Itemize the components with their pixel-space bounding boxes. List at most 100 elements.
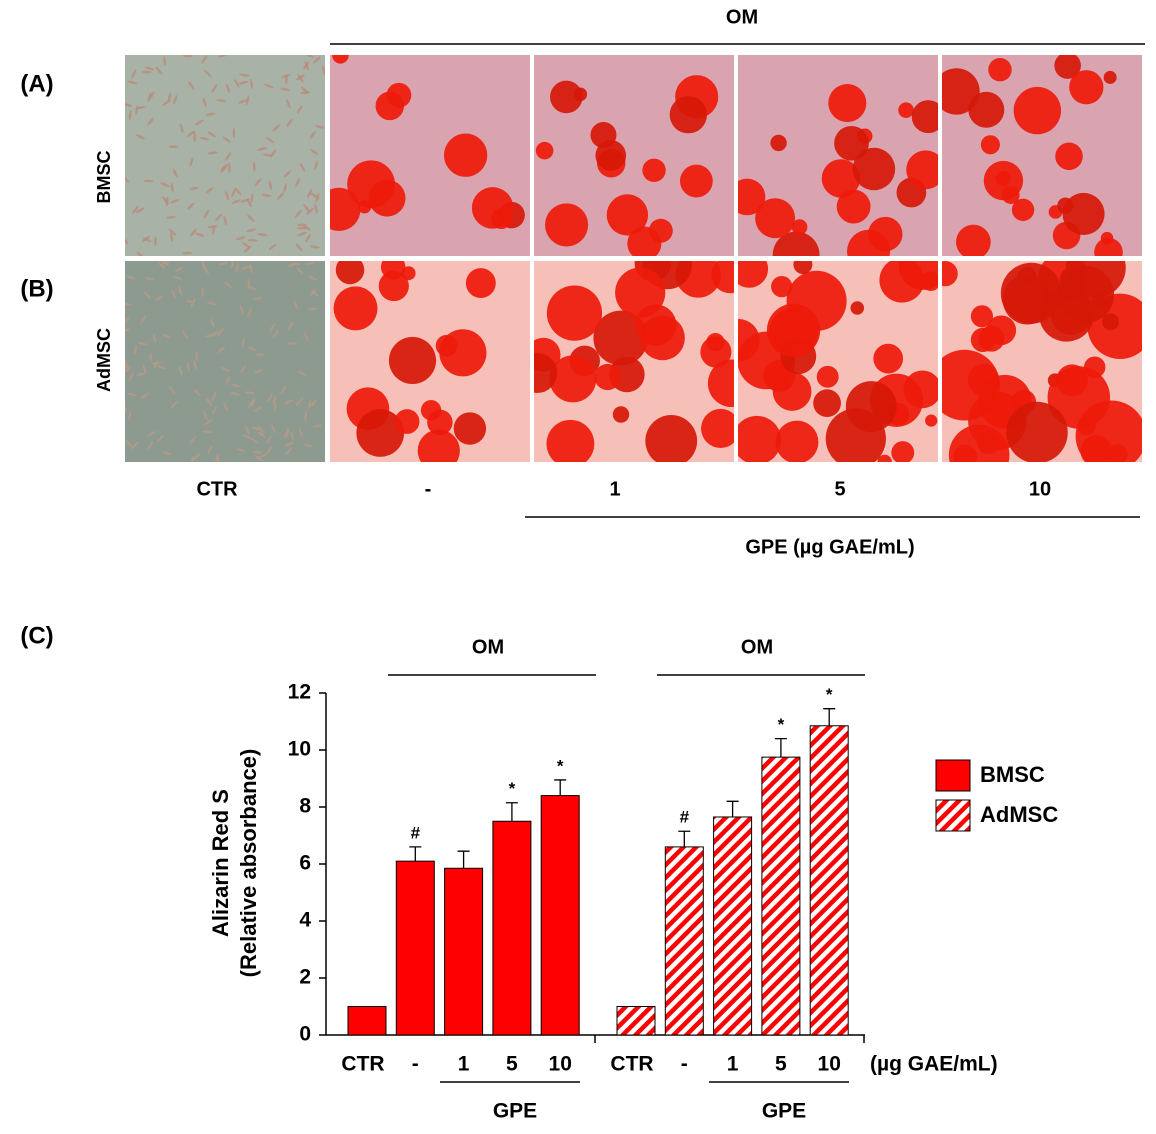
nodule: [766, 303, 821, 358]
cell: [253, 368, 263, 374]
nodule: [942, 68, 980, 115]
cell: [125, 440, 133, 448]
cell: [225, 191, 230, 201]
column-label: 5: [834, 478, 845, 500]
cell: [205, 397, 213, 406]
cell: [215, 213, 223, 222]
cell: [264, 83, 274, 89]
cell: [140, 392, 149, 399]
cell: [155, 66, 163, 75]
cell: [247, 214, 255, 222]
nodule: [988, 58, 1012, 82]
cell: [300, 86, 309, 94]
nodule: [793, 261, 813, 275]
cell: [193, 452, 201, 461]
nodule: [816, 365, 839, 388]
x-tick-label: 1: [458, 1053, 470, 1076]
nodule: [1001, 186, 1020, 204]
bar: [664, 846, 704, 1036]
background: [125, 55, 325, 256]
legend-swatch: [935, 799, 971, 832]
nodule: [435, 334, 458, 357]
cell: [225, 152, 232, 161]
cell: [170, 232, 174, 243]
cell: [321, 65, 325, 75]
cell: [144, 291, 152, 300]
cell: [182, 251, 193, 255]
cell: [202, 97, 207, 107]
cell: [303, 204, 310, 212]
cell: [187, 202, 195, 210]
cell: [295, 178, 300, 188]
nodule: [388, 336, 437, 385]
cell: [299, 162, 305, 172]
nodule: [956, 224, 991, 256]
cell: [296, 267, 304, 276]
cell: [250, 79, 253, 89]
cell: [286, 99, 291, 109]
cell: [167, 92, 172, 102]
cell: [128, 410, 132, 421]
nodule: [771, 275, 793, 298]
nodule: [970, 305, 994, 328]
cell: [207, 131, 217, 138]
cell: [125, 236, 129, 245]
cell: [287, 342, 298, 345]
cell: [245, 95, 250, 106]
cell: [160, 261, 171, 264]
cell: [315, 125, 325, 129]
cell: [295, 243, 303, 252]
footer: GPE (µg GAE/mL): [745, 536, 914, 558]
nodule: [879, 261, 925, 303]
cell: [126, 392, 137, 397]
cell: [308, 276, 318, 281]
cell: [287, 321, 294, 330]
cell: [173, 276, 183, 280]
cell: [285, 447, 293, 455]
nodule: [898, 102, 914, 118]
x-tick-label: 5: [506, 1053, 518, 1076]
cell: [250, 193, 254, 203]
nodule: [828, 84, 867, 123]
cell: [215, 454, 219, 462]
nodule: [546, 419, 595, 462]
cell: [222, 136, 231, 143]
cell: [141, 70, 152, 74]
cell: [225, 375, 231, 385]
cell: [157, 261, 166, 269]
cell: [125, 403, 128, 414]
cell: [201, 55, 208, 64]
cell: [157, 365, 167, 370]
nodule: [368, 179, 406, 217]
cell: [162, 196, 169, 205]
error-bar: [409, 846, 422, 862]
x-tick-label: 10: [549, 1053, 572, 1076]
cell: [247, 307, 252, 317]
cell: [195, 232, 205, 237]
cell: [240, 198, 250, 203]
cell: [190, 456, 194, 462]
cell: [152, 333, 156, 344]
nodule: [648, 218, 673, 243]
cell: [179, 123, 184, 134]
cell: [304, 55, 314, 58]
nodule: [948, 424, 1010, 462]
cell: [156, 434, 164, 443]
micrograph-content: [738, 55, 938, 256]
cell: [234, 187, 242, 196]
cell: [182, 331, 189, 340]
nodule: [755, 198, 796, 239]
cell: [297, 74, 304, 83]
y-axis-label: (Relative absorbance): [236, 749, 261, 978]
cell: [211, 330, 219, 338]
micrograph: [125, 55, 325, 256]
nodule: [986, 315, 1017, 346]
cell: [136, 251, 145, 256]
error-bar: [505, 802, 518, 822]
cell: [310, 399, 318, 407]
row-label: BMSC: [94, 151, 114, 204]
cell: [291, 262, 301, 266]
cell: [207, 301, 217, 306]
cell: [125, 175, 130, 183]
x-tick-label: CTR: [341, 1053, 384, 1076]
